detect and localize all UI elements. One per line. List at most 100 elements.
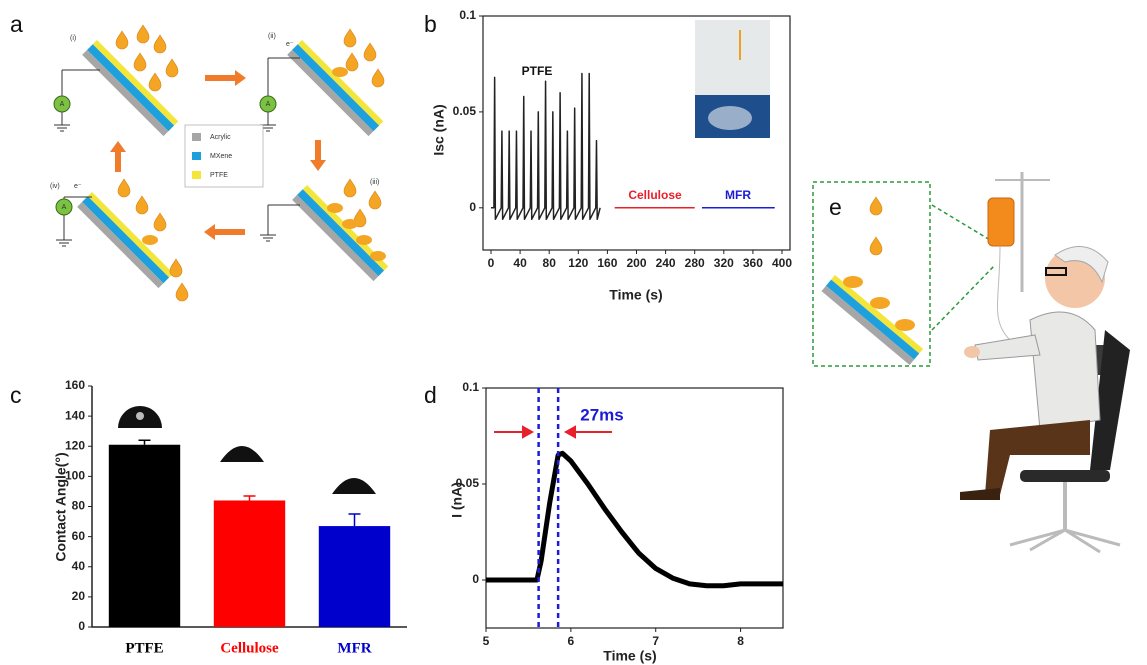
y-tick-label: 140: [65, 408, 85, 422]
annotation: 27ms: [580, 405, 623, 424]
data-line: [491, 74, 600, 220]
legend-label: Acrylic: [210, 134, 231, 141]
droplet: [134, 53, 146, 71]
x-tick-label: 240: [656, 256, 676, 270]
droplet: [870, 197, 882, 215]
arrow: [494, 427, 612, 437]
x-tick-label: 360: [743, 256, 763, 270]
bar: [109, 445, 180, 627]
step-label: (iii): [370, 179, 379, 186]
plot-frame: [486, 388, 783, 628]
droplet: [154, 35, 166, 53]
droplet: [149, 73, 161, 91]
electron-label: e⁻: [286, 41, 294, 48]
x-tick-label: MFR: [337, 640, 371, 656]
x-axis-label: Time (s): [603, 648, 656, 664]
droplet: [154, 213, 166, 231]
ground: [56, 240, 72, 246]
x-tick-label: 200: [626, 256, 646, 270]
ammeter-label: A: [60, 101, 65, 108]
ammeter-label: A: [62, 204, 67, 211]
x-tick-label: 80: [543, 256, 557, 270]
droplet: [137, 25, 149, 43]
illustration-e: [813, 172, 1130, 552]
step-iii: (iii): [260, 179, 388, 281]
device-slab: [82, 40, 178, 136]
droplet: [116, 31, 128, 49]
droplet: [136, 196, 148, 214]
legend-a: Acrylic MXene PTFE: [185, 125, 263, 187]
x-tick-label: 120: [568, 256, 588, 270]
y-tick-label: 120: [65, 438, 85, 452]
y-tick-label: 60: [72, 529, 86, 543]
y-tick-label: 0: [472, 572, 479, 586]
y-tick-label: 80: [72, 499, 86, 513]
y-tick-label: 0.1: [459, 8, 476, 22]
diagram-a: A (i) A e⁻ (ii) (iii): [50, 25, 388, 301]
droplet: [166, 59, 178, 77]
y-tick-label: 40: [72, 559, 86, 573]
droplet: [118, 179, 130, 197]
adsorbed-drop: [142, 235, 158, 245]
droplet: [346, 53, 358, 71]
x-tick-label: 40: [513, 256, 527, 270]
step-label: (i): [70, 35, 76, 42]
droplet: [870, 237, 882, 255]
x-tick-label: 8: [737, 634, 744, 648]
x-tick-label: 6: [568, 634, 575, 648]
ammeter-label: A: [266, 101, 271, 108]
x-tick-label: 280: [685, 256, 705, 270]
x-axis-label: Time (s): [609, 287, 662, 303]
data-line: [486, 453, 783, 585]
legend-swatch: [192, 152, 201, 160]
y-axis-label: Isc (nA): [431, 104, 447, 155]
panel-label: d: [424, 382, 437, 408]
y-tick-label: 0.05: [453, 104, 477, 118]
electron-label: e⁻: [74, 183, 82, 190]
x-tick-label: 5: [483, 634, 490, 648]
series-label: Cellulose: [628, 188, 682, 202]
x-tick-label: 0: [488, 256, 495, 270]
step-iv: A e⁻ (iv): [50, 179, 188, 301]
ground: [54, 125, 70, 131]
ground: [260, 235, 276, 241]
adsorbed-drop: [342, 219, 358, 229]
y-axis-label: Contact Angle(°): [53, 452, 69, 561]
x-tick-label: 400: [772, 256, 792, 270]
y-tick-label: 160: [65, 378, 85, 392]
adsorbed-drop: [356, 235, 372, 245]
droplet: [369, 191, 381, 209]
legend-swatch: [192, 171, 201, 179]
step-label: (ii): [268, 33, 276, 40]
x-tick-label: PTFE: [125, 640, 163, 656]
error-bar: [244, 496, 256, 501]
panel-label: b: [424, 11, 437, 37]
x-tick-label: 160: [597, 256, 617, 270]
step-ii: A e⁻ (ii): [260, 29, 384, 136]
x-tick-label: 320: [714, 256, 734, 270]
bar: [214, 500, 285, 627]
y-tick-label: 0: [469, 200, 476, 214]
legend-label: MXene: [210, 153, 232, 160]
device-slab: [77, 192, 173, 288]
figure: A (i) A e⁻ (ii) (iii): [0, 0, 1147, 665]
droplet: [176, 283, 188, 301]
panel-label: c: [10, 382, 22, 408]
adsorbed-drop: [332, 67, 348, 77]
x-tick-label: Cellulose: [220, 640, 279, 656]
series-label: MFR: [725, 188, 751, 202]
x-tick-label: 7: [652, 634, 659, 648]
legend-label: PTFE: [210, 172, 228, 179]
error-bar: [139, 440, 151, 445]
inset-photo: [695, 20, 770, 138]
droplet: [364, 43, 376, 61]
series-label: PTFE: [522, 64, 553, 78]
y-tick-label: 20: [72, 589, 86, 603]
droplet: [344, 179, 356, 197]
error-bar: [349, 514, 361, 526]
y-tick-label: 0: [78, 619, 85, 633]
droplet: [372, 69, 384, 87]
legend-swatch: [192, 133, 201, 141]
step-label: (iv): [50, 183, 60, 190]
